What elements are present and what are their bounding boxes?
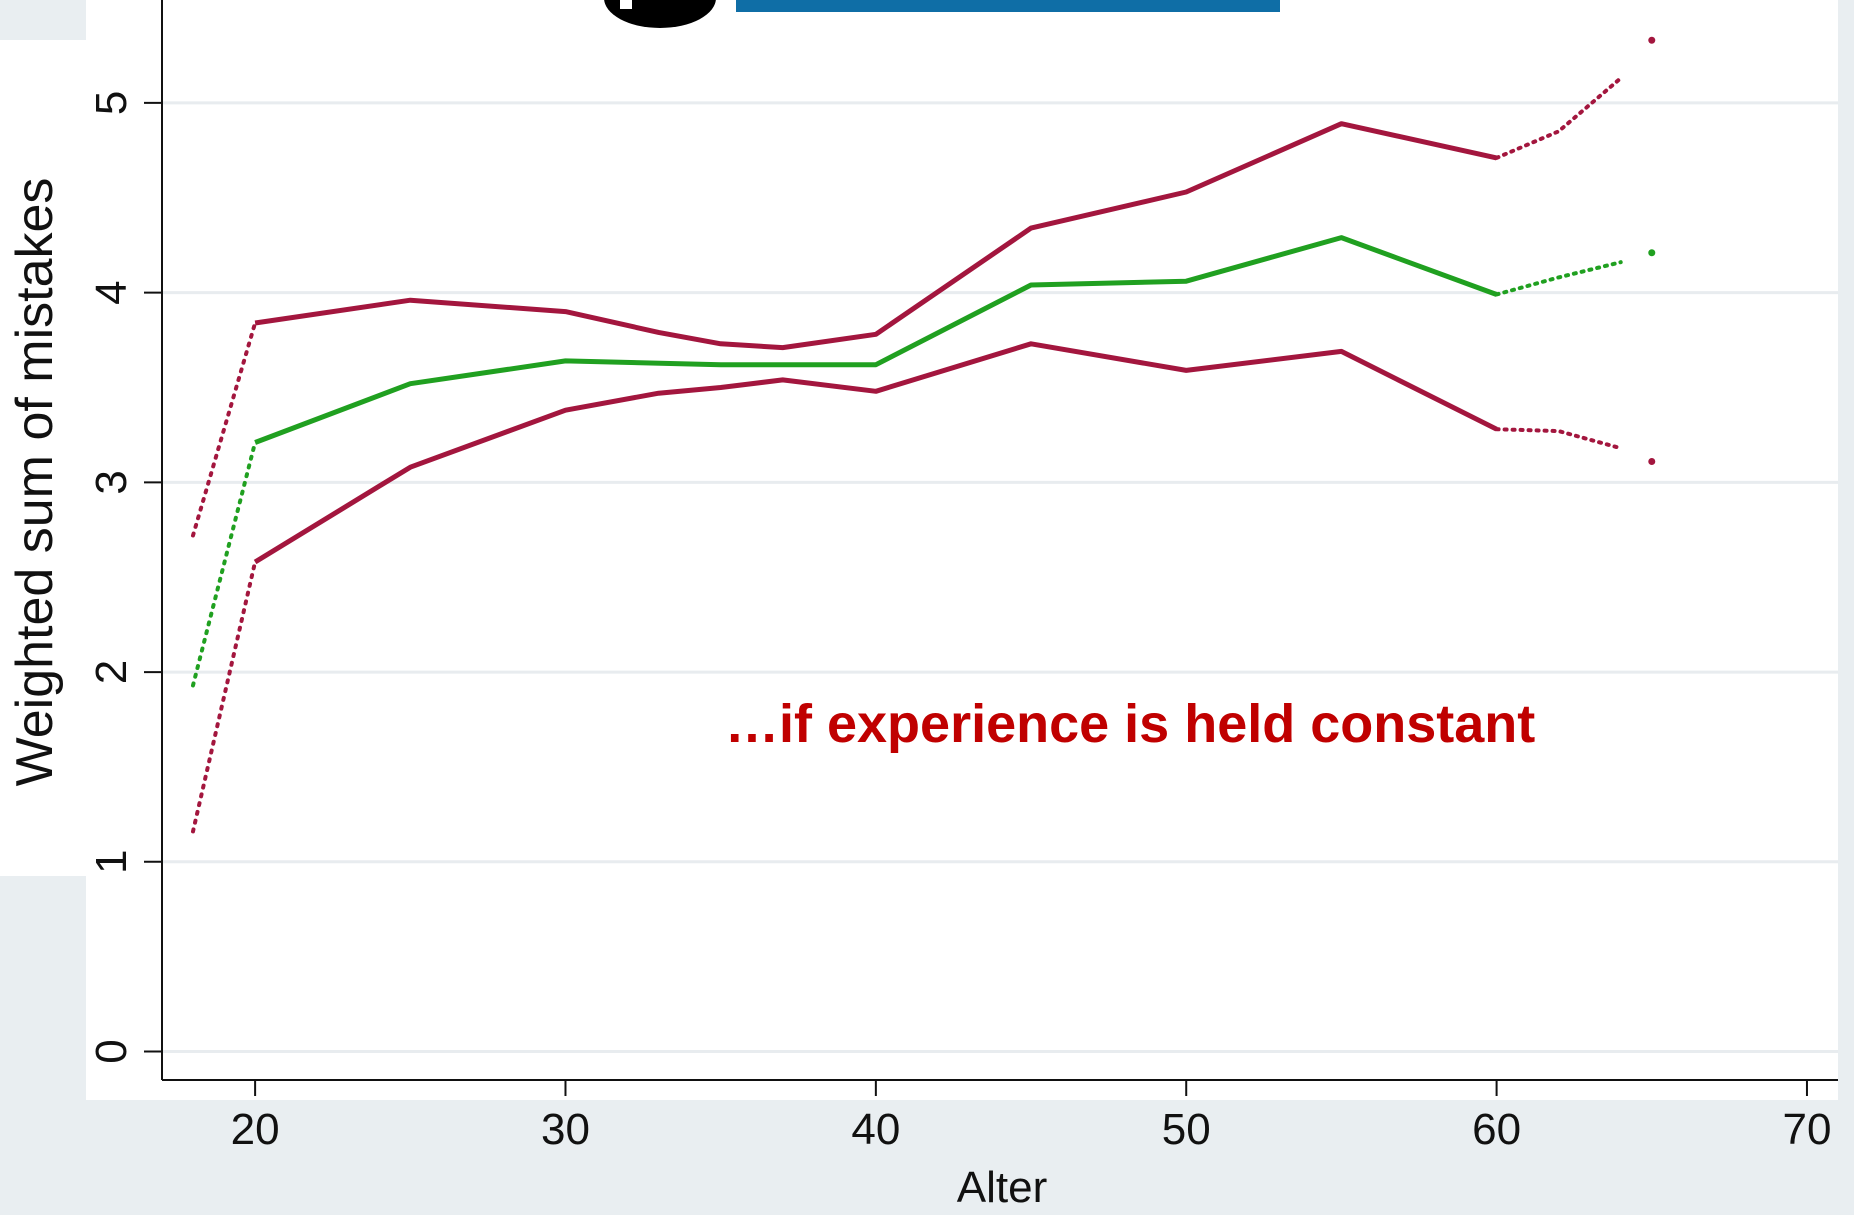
y-tick-label: 4: [87, 280, 136, 304]
x-tick-label: 60: [1472, 1105, 1521, 1154]
x-tick-label: 70: [1782, 1105, 1831, 1154]
y-tick-label: 3: [87, 470, 136, 494]
series-upper-ci-point: [1648, 36, 1656, 44]
series-lower-ci-point: [1648, 457, 1656, 465]
series-upper-ci-dotted-start: [191, 321, 258, 538]
gridlines: [162, 101, 1838, 1054]
series-estimate-dotted-end: [1494, 260, 1623, 297]
x-tick-label: 40: [851, 1105, 900, 1154]
series-estimate-dotted-start: [191, 440, 258, 688]
series-upper-ci-dotted-end: [1494, 76, 1623, 160]
y-axis-title: Weighted sum of mistakes: [6, 178, 64, 787]
x-tick-label: 20: [231, 1105, 280, 1154]
header-circle-badge: [604, 0, 716, 28]
y-tick-label: 2: [87, 660, 136, 684]
x-tick-label: 50: [1162, 1105, 1211, 1154]
series-lower-ci: [191, 341, 1656, 834]
series-upper-ci-line: [254, 121, 1498, 351]
series-estimate-point: [1648, 249, 1656, 257]
series-estimate-line: [254, 235, 1498, 445]
axes: 0 1 2 3 4 5 20 30 40 50 60 70: [87, 0, 1838, 1154]
bottom-band: [0, 1100, 1854, 1215]
series-estimate: [191, 235, 1656, 688]
y-tick-label: 5: [87, 91, 136, 115]
x-tick-label: 30: [541, 1105, 590, 1154]
header-badge-glyph: [620, 0, 632, 9]
series-upper-ci: [191, 36, 1656, 538]
series-layer: [191, 36, 1656, 834]
series-lower-ci-line: [253, 341, 1498, 565]
series-lower-ci-dotted-start: [191, 560, 258, 834]
right-band: [1838, 0, 1854, 1100]
header-title-bar: [736, 0, 1280, 12]
y-tick-label: 0: [87, 1039, 136, 1063]
series-lower-ci-dotted-end: [1494, 427, 1623, 451]
y-tick-label: 1: [87, 850, 136, 874]
ylabel-backdrop: [0, 40, 86, 876]
chart-annotation: …if experience is held constant: [725, 694, 1535, 754]
x-axis-title: Alter: [957, 1163, 1047, 1212]
plot-panel: [86, 0, 1854, 1215]
